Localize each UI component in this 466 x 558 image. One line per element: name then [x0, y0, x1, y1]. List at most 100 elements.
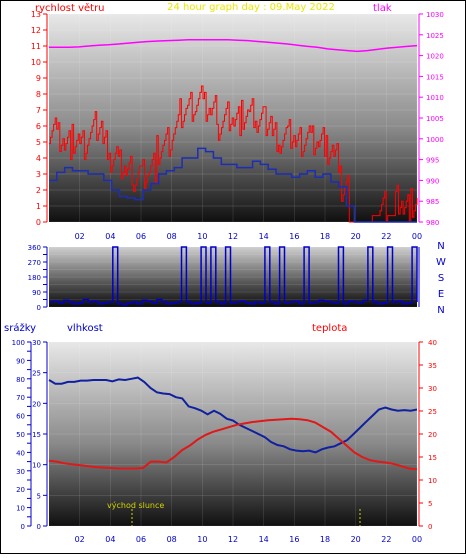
wind-speed-tick-label: 0 — [36, 218, 41, 227]
rain-tick-label: 70 — [16, 394, 25, 402]
temperature-tick-label: 0 — [428, 523, 432, 531]
wind-speed-tick-label: 4 — [36, 154, 41, 163]
humidity-tick-label: 0 — [37, 523, 41, 531]
x-tick-label: 22 — [381, 535, 391, 544]
temperature-tick-label: 10 — [428, 477, 437, 485]
wind-gust-line — [49, 147, 417, 223]
temperature-line — [48, 417, 418, 471]
temperature-axis-label: teplota — [312, 323, 347, 334]
pressure-tick-label: 1015 — [426, 73, 444, 81]
rain-tick-label: 30 — [16, 468, 25, 476]
x-tick-label: 12 — [228, 232, 238, 241]
pressure-tick-label: 990 — [426, 177, 439, 185]
wind-direction-line — [49, 246, 418, 306]
pressure-ticks: 980 985 990 995 1000 1005 1010 1015 1020 1025 1030 — [419, 11, 444, 227]
rain-humidity-temperature-x-ticks: 02 04 06 08 10 12 14 16 18 20 22 00 — [75, 535, 423, 544]
pressure-tick-label: 1005 — [426, 115, 444, 123]
wind-pressure-chart: rychlost větru 24 hour graph day : 09.Ma… — [31, 2, 444, 241]
rain-tick-label: 100 — [12, 339, 25, 347]
x-tick-label: 16 — [289, 232, 299, 241]
wind-direction-gridlines — [49, 246, 417, 308]
wind-speed-tick-label: 10 — [31, 58, 41, 67]
humidity-line — [48, 376, 418, 454]
rain-tick-label: 60 — [16, 413, 25, 421]
temperature-ticks: 0 5 10 15 20 25 30 35 40 — [419, 339, 437, 531]
compass-label: W — [436, 257, 446, 268]
temperature-tick-label: 15 — [428, 454, 437, 462]
x-tick-label: 06 — [136, 232, 146, 241]
wind-direction-ticks: 0 90 180 270 360 — [28, 244, 47, 312]
rain-tick-label: 40 — [16, 449, 25, 457]
rain-tick-label: 50 — [16, 431, 25, 439]
rain-humidity-temperature-chart: srážky vlhkost teplota 01020304050607080… — [4, 322, 437, 544]
x-tick-label: 06 — [136, 535, 146, 544]
rain-tick-label: 80 — [16, 376, 25, 384]
compass-label: S — [438, 273, 444, 284]
wind-speed-tick-label: 12 — [31, 26, 41, 35]
humidity-tick-label: 30 — [32, 339, 41, 347]
compass-label: N — [437, 305, 444, 316]
x-tick-label: 10 — [197, 232, 207, 241]
x-tick-label: 18 — [320, 535, 330, 544]
wind-direction-tick-label: 90 — [32, 289, 41, 297]
wind-speed-line — [49, 85, 418, 223]
temperature-tick-label: 25 — [428, 408, 437, 416]
pressure-line — [49, 39, 418, 53]
x-tick-label: 16 — [289, 535, 299, 544]
wind-pressure-gridlines — [49, 13, 418, 223]
x-tick-label: 20 — [351, 232, 361, 241]
wind-pressure-x-ticks: 02 04 06 08 10 12 14 16 18 20 22 00 — [75, 232, 423, 241]
wind-speed-tick-label: 6 — [36, 122, 41, 131]
humidity-tick-label: 20 — [32, 400, 41, 408]
x-tick-label: 02 — [75, 535, 85, 544]
rain-tick-label: 10 — [16, 505, 25, 513]
rain-tick-label: 0 — [21, 523, 25, 531]
rain-humidity-temperature-gridlines — [49, 341, 418, 527]
x-tick-label: 18 — [320, 232, 330, 241]
sunrise-annotation: východ slunce — [107, 501, 164, 510]
x-tick-label: 08 — [167, 232, 177, 241]
x-tick-label: 00 — [412, 535, 422, 544]
temperature-tick-label: 30 — [428, 385, 437, 393]
wind-speed-tick-label: 3 — [36, 170, 41, 179]
temperature-tick-label: 40 — [428, 339, 437, 347]
humidity-ticks: 0 5 10 15 20 25 30 — [32, 339, 47, 531]
pressure-tick-label: 1020 — [426, 53, 444, 61]
x-tick-label: 00 — [412, 232, 422, 241]
wind-direction-tick-label: 0 — [37, 304, 41, 312]
x-tick-label: 10 — [197, 535, 207, 544]
wind-speed-tick-label: 9 — [36, 74, 41, 83]
compass-label: E — [438, 289, 444, 300]
wind-direction-plot-area — [49, 247, 417, 307]
wind-speed-tick-label: 2 — [36, 186, 41, 195]
pressure-tick-label: 1010 — [426, 94, 444, 102]
x-tick-label: 14 — [259, 232, 269, 241]
wind-direction-series — [49, 246, 418, 306]
rain-tick-label: 20 — [16, 486, 25, 494]
temperature-tick-label: 20 — [428, 431, 437, 439]
x-tick-label: 14 — [259, 535, 269, 544]
wind-direction-tick-label: 270 — [28, 259, 41, 267]
pressure-tick-label: 985 — [426, 198, 439, 206]
x-tick-label: 02 — [75, 232, 85, 241]
wind-direction-tick-label: 360 — [28, 244, 41, 252]
x-tick-label: 04 — [105, 232, 115, 241]
x-tick-label: 08 — [167, 535, 177, 544]
x-tick-label: 12 — [228, 535, 238, 544]
temperature-tick-label: 5 — [428, 500, 432, 508]
humidity-tick-label: 5 — [37, 492, 41, 500]
rain-humidity-temperature-series — [48, 376, 418, 471]
x-tick-label: 22 — [381, 232, 391, 241]
x-tick-label: 20 — [351, 535, 361, 544]
pressure-tick-label: 1030 — [426, 11, 444, 19]
pressure-tick-label: 995 — [426, 157, 439, 165]
rain-tick-label: 90 — [16, 357, 25, 365]
wind-speed-tick-label: 11 — [31, 42, 41, 51]
humidity-tick-label: 25 — [32, 370, 41, 378]
pressure-tick-label: 1000 — [426, 136, 444, 144]
wind-speed-tick-label: 13 — [31, 10, 41, 19]
